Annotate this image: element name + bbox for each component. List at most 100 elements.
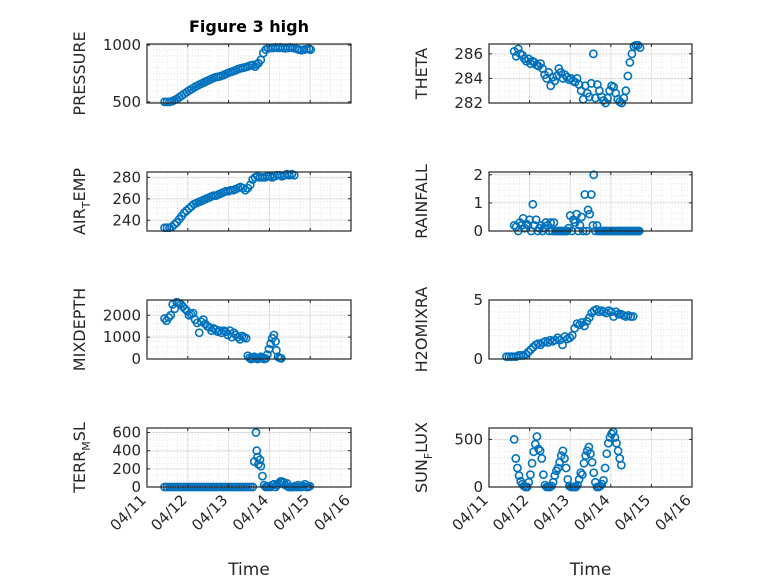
data-point <box>621 86 631 96</box>
axes-box <box>146 43 352 104</box>
y-tick-label: 0 <box>473 478 483 496</box>
data-point <box>550 76 560 86</box>
y-tick-label: 280 <box>112 168 141 186</box>
data-point <box>241 333 251 343</box>
data-point <box>610 433 620 442</box>
x-tick-label: 04/15 <box>611 491 654 534</box>
subplot-mixdepth: 0 1000 2000 MIXDEPTH <box>70 288 352 371</box>
data-point <box>581 451 591 460</box>
data-point <box>233 332 243 342</box>
data-point <box>589 170 599 180</box>
chart-title: Figure 3 high <box>189 17 309 36</box>
data-point <box>577 470 587 480</box>
data-point <box>584 92 594 102</box>
data-point <box>550 335 560 345</box>
data-point <box>602 449 612 459</box>
data-point <box>561 463 571 473</box>
y-tick-label: 1 <box>473 194 483 212</box>
data-point <box>519 54 529 64</box>
data-point <box>599 475 608 485</box>
data-point <box>526 470 535 480</box>
y-tick-label: 500 <box>454 430 483 448</box>
data-point <box>583 205 593 215</box>
data-point <box>527 458 537 468</box>
data-point <box>611 307 621 317</box>
data-point <box>633 40 643 50</box>
x-tick-label: 04/13 <box>530 491 573 534</box>
y-tick-label: 0 <box>473 350 483 368</box>
subplot-pressure: 500 1000 PRESSURE Figure 3 high <box>70 17 352 116</box>
subplot-sun-flux: 0 500 SUNFLUX 04/1104/1204/1304/1404/1504/1… <box>412 422 695 580</box>
data-point <box>251 428 261 437</box>
y-tick-label: 200 <box>112 460 141 478</box>
data-point <box>550 471 560 480</box>
data-point <box>513 44 523 54</box>
data-point <box>276 353 286 363</box>
axes-box <box>146 299 352 360</box>
y-axis-label: AIRTEMP <box>70 168 93 235</box>
y-tick-label: 600 <box>112 424 141 442</box>
data-point <box>586 78 596 88</box>
data-point <box>589 468 599 478</box>
y-tick-label: 2000 <box>103 306 141 324</box>
data-point <box>587 457 597 467</box>
data-point <box>194 328 204 338</box>
axes-box <box>146 171 352 232</box>
data-point <box>256 461 266 471</box>
data-point <box>603 438 613 448</box>
data-point <box>266 339 276 349</box>
data-point <box>536 59 545 69</box>
x-tick-label: 04/14 <box>570 491 613 534</box>
subplot-air-temp: 240 260 280 AIRTEMP <box>70 168 352 235</box>
data-point <box>526 345 536 354</box>
y-axis-label: SUNFLUX <box>412 422 435 493</box>
x-axis-label: Time <box>227 560 270 580</box>
subplot-theta: 282 284 286 THETA <box>412 40 693 112</box>
y-tick-label: 286 <box>454 45 483 63</box>
data-point <box>628 312 638 321</box>
data-point <box>514 471 524 480</box>
data-point <box>215 326 225 335</box>
data-point <box>560 454 569 463</box>
data-point <box>521 349 531 359</box>
y-tick-label: 0 <box>473 222 483 240</box>
x-tick-label: 04/11 <box>107 491 150 534</box>
y-tick-label: 400 <box>112 442 141 460</box>
data-point <box>511 454 521 463</box>
data-point <box>577 212 586 222</box>
data-point <box>207 326 216 335</box>
data-point <box>576 468 586 478</box>
data-point <box>238 183 248 193</box>
axes-box <box>146 427 352 488</box>
data-point <box>575 320 584 330</box>
data-point <box>586 449 595 459</box>
data-point <box>623 71 633 81</box>
x-axis-label: Time <box>569 560 612 580</box>
data-point <box>271 337 280 346</box>
axes-box <box>488 427 693 488</box>
y-tick-label: 0 <box>131 350 141 368</box>
data-point <box>546 218 556 227</box>
data-point <box>262 350 272 360</box>
data-point <box>580 321 589 331</box>
data-point <box>532 432 542 441</box>
x-tick-label: 04/11 <box>449 491 492 534</box>
data-point <box>184 204 194 213</box>
y-tick-label: 500 <box>112 93 141 111</box>
x-tick-label: 04/12 <box>147 491 190 534</box>
y-axis-label: TERRMSL <box>70 422 93 494</box>
data-point <box>528 199 538 209</box>
y-tick-label: 5 <box>473 291 483 309</box>
data-point <box>166 310 176 320</box>
y-axis-label: H2OMIXRA <box>412 287 431 373</box>
data-point <box>562 72 572 82</box>
data-point <box>531 215 541 225</box>
data-point <box>588 49 598 59</box>
data-point <box>600 463 610 473</box>
data-point <box>240 185 250 195</box>
axes-box <box>488 43 693 104</box>
data-point <box>586 190 596 199</box>
data-point <box>305 481 315 491</box>
data-point <box>625 58 635 67</box>
